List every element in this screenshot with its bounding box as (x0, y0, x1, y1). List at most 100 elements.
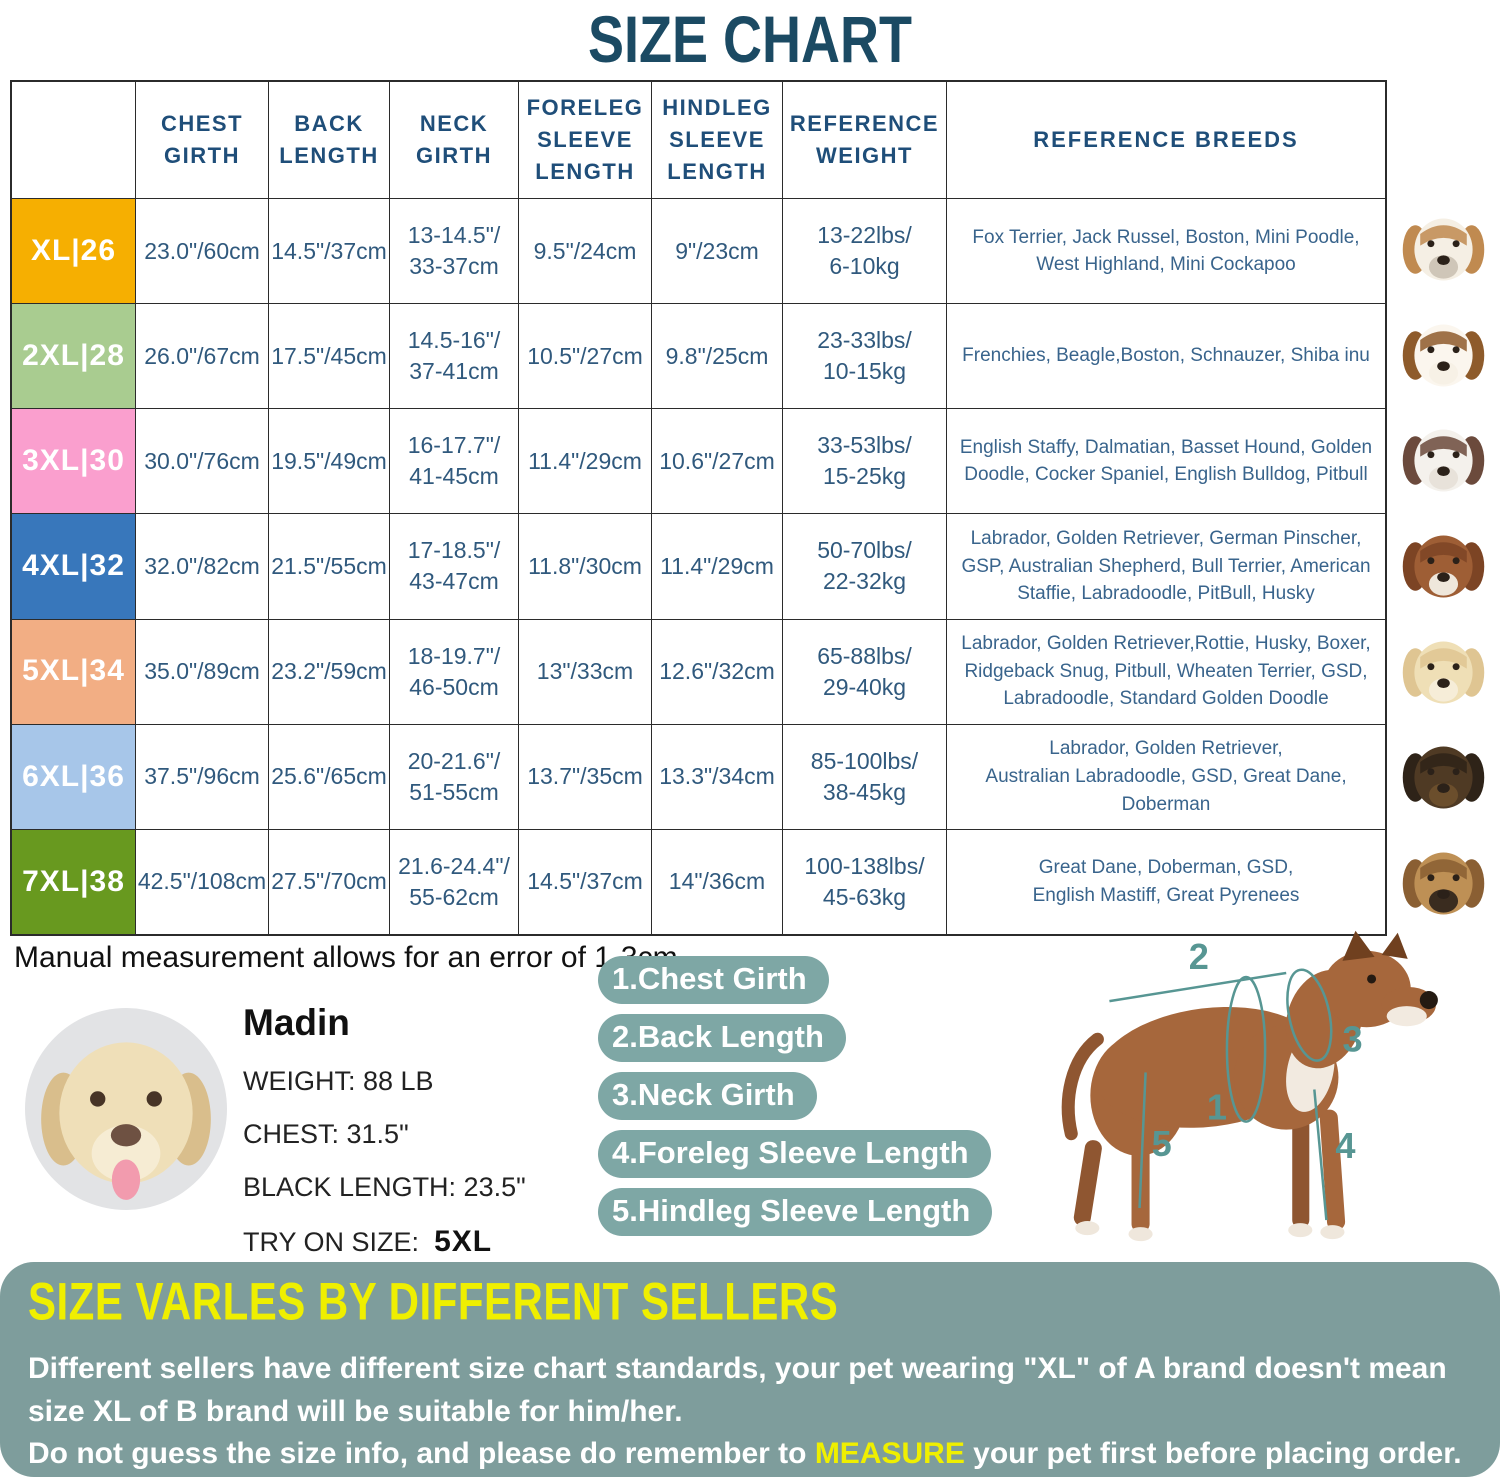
size-cell: 5XL|34 (12, 619, 135, 724)
measurement-label-pill-back: 2.Back Length (598, 1014, 846, 1062)
dog-ear (1381, 932, 1408, 959)
measurement-legend: 1.Chest Girth 2.Back Length 3.Neck Girth… (598, 956, 993, 1236)
reference-breeds-cell: Labrador, Golden Retriever, Australian L… (947, 724, 1385, 829)
breed-dog-photo-6xl (1390, 725, 1496, 831)
foreleg-sleeve-cell: 13.7"/35cm (519, 724, 651, 829)
reference-weight-cell: 65-88lbs/ 29-40kg (783, 619, 946, 724)
try-on-value: 5XL (434, 1225, 493, 1258)
dog-tail (1061, 1032, 1104, 1141)
chest-girth-cell: 30.0"/76cm (136, 409, 268, 514)
chest-girth-cell: 37.5"/96cm (136, 724, 268, 829)
breed-dog-photo-xl (1390, 197, 1496, 303)
fit-model-chest: CHEST: 31.5" (243, 1119, 409, 1149)
back-length-cell: 14.5"/37cm (269, 199, 389, 304)
reference-weight-cell: 33-53lbs/ 15-25kg (783, 409, 946, 514)
back-length-cell: 23.2"/59cm (269, 619, 389, 724)
measurement-label-pill-foreleg: 4.Foreleg Sleeve Length (598, 1130, 991, 1178)
size-cell: 7XL|38 (12, 829, 135, 934)
hindleg-sleeve-cell: 9"/23cm (652, 199, 782, 304)
breed-photo-column (1390, 197, 1496, 936)
back-length-cell: 19.5"/49cm (269, 409, 389, 514)
fit-model-try-on-size: TRY ON SIZE: 5XL (243, 1225, 593, 1259)
dog-eye (1367, 974, 1377, 984)
reference-weight-cell: 23-33lbs/ 10-15kg (783, 304, 946, 409)
foreleg-sleeve-cell: 13"/33cm (519, 619, 651, 724)
diagram-number-4: 4 (1335, 1125, 1355, 1166)
hindleg-sleeve-cell: 10.6"/27cm (652, 409, 782, 514)
hindleg-sleeve-cell: 14"/36cm (652, 829, 782, 934)
neck-girth-cell: 16-17.7"/ 41-45cm (390, 409, 518, 514)
fit-model-back-length: BLACK LENGTH: 23.5" (243, 1172, 526, 1202)
size-cell: 3XL|30 (12, 409, 135, 514)
diagram-number-2: 2 (1189, 936, 1209, 977)
breed-dog-photo-4xl (1390, 514, 1496, 620)
diagram-number-3: 3 (1342, 1018, 1362, 1059)
notice-heading-text: SIZE VARLES BY DIFFERENT SELLERS (28, 1272, 839, 1331)
neck-girth-cell: 17-18.5"/ 43-47cm (390, 514, 518, 619)
reference-weight-cell: 85-100lbs/ 38-45kg (783, 724, 946, 829)
column-header-hindleg-sleeve: HINDLEG SLEEVE LENGTH (652, 82, 782, 198)
chest-girth-cell: 26.0"/67cm (136, 304, 268, 409)
back-length-cell: 21.5"/55cm (269, 514, 389, 619)
reference-breeds-cell: Fox Terrier, Jack Russel, Boston, Mini P… (947, 199, 1385, 304)
column-header-back-length: BACK LENGTH (269, 82, 389, 198)
reference-breeds-cell: English Staffy, Dalmatian, Basset Hound,… (947, 409, 1385, 514)
reference-weight-cell: 100-138lbs/ 45-63kg (783, 829, 946, 934)
chest-girth-cell: 35.0"/89cm (136, 619, 268, 724)
breed-dog-photo-3xl (1390, 408, 1496, 514)
measurement-lines (1109, 968, 1333, 1221)
breed-dog-photo-5xl (1390, 619, 1496, 725)
dog-nose (1419, 991, 1438, 1010)
fit-model-photo (25, 1008, 227, 1210)
foreleg-sleeve-cell: 11.8"/30cm (519, 514, 651, 619)
notice-measure-highlight: MEASURE (814, 1437, 965, 1471)
neck-girth-cell: 20-21.6"/ 51-55cm (390, 724, 518, 829)
dog-measurement-diagram: 1 2 3 4 5 (1061, 930, 1438, 1242)
foreleg-sleeve-cell: 14.5"/37cm (519, 829, 651, 934)
chest-girth-cell: 32.0"/82cm (136, 514, 268, 619)
notice-paragraph-1: Different sellers have different size ch… (28, 1352, 1447, 1428)
hindleg-sleeve-cell: 13.3"/34cm (652, 724, 782, 829)
neck-girth-cell: 13-14.5"/ 33-37cm (390, 199, 518, 304)
notice-heading: SIZE VARLES BY DIFFERENT SELLERS (28, 1272, 1472, 1331)
seller-notice-panel: SIZE VARLES BY DIFFERENT SELLERS Differe… (0, 1262, 1500, 1477)
reference-breeds-cell: Great Dane, Doberman, GSD, English Masti… (947, 829, 1385, 934)
column-header-chest-girth: CHEST GIRTH (136, 82, 268, 198)
size-table: SIZE CHEST GIRTH BACK LENGTH NECK GIRTH … (10, 80, 1387, 936)
notice-paragraph-2: Do not guess the size info, and please d… (28, 1433, 1472, 1476)
size-cell: 6XL|36 (12, 724, 135, 829)
hindleg-sleeve-cell: 9.8"/25cm (652, 304, 782, 409)
column-header-foreleg-sleeve: FORELEG SLEEVE LENGTH (519, 82, 651, 198)
dog-face-icon (1402, 324, 1484, 387)
try-on-label: TRY ON SIZE: (243, 1227, 420, 1257)
hindleg-sleeve-cell: 11.4"/29cm (652, 514, 782, 619)
foreleg-sleeve-cell: 9.5"/24cm (519, 199, 651, 304)
measurement-label-pill-neck: 3.Neck Girth (598, 1072, 817, 1120)
labrador-face-icon (41, 1042, 211, 1200)
back-length-cell: 17.5"/45cm (269, 304, 389, 409)
page-title: SIZE CHART (0, 2, 1500, 76)
chest-girth-cell: 42.5"/108cm (136, 829, 268, 934)
breed-dog-photo-2xl (1390, 303, 1496, 409)
notice-paragraph-2-pre: Do not guess the size info, and please d… (28, 1437, 815, 1471)
column-header-reference-breeds: REFERENCE BREEDS (947, 82, 1385, 198)
reference-breeds-cell: Labrador, Golden Retriever,Rottie, Husky… (947, 619, 1385, 724)
dog-face-icon (1402, 641, 1484, 704)
page-title-text: SIZE CHART (588, 3, 912, 77)
foreleg-sleeve-cell: 10.5"/27cm (519, 304, 651, 409)
fit-model-weight: WEIGHT: 88 LB (243, 1066, 434, 1096)
dog-face-icon (1402, 429, 1484, 492)
hindleg-sleeve-cell: 12.6"/32cm (652, 619, 782, 724)
reference-breeds-cell: Labrador, Golden Retriever, German Pinsc… (947, 514, 1385, 619)
dog-ear (1342, 930, 1375, 961)
size-cell: 4XL|32 (12, 514, 135, 619)
measurement-note: Manual measurement allows for an error o… (14, 941, 678, 974)
neck-girth-cell: 21.6-24.4"/ 55-62cm (390, 829, 518, 934)
diagram-number-5: 5 (1152, 1123, 1172, 1164)
measurement-label-pill-chest: 1.Chest Girth (598, 956, 829, 1004)
column-header-neck-girth: NECK GIRTH (390, 82, 518, 198)
chest-girth-cell: 23.0"/60cm (136, 199, 268, 304)
notice-body: Different sellers have different size ch… (28, 1348, 1472, 1476)
back-length-cell: 25.6"/65cm (269, 724, 389, 829)
